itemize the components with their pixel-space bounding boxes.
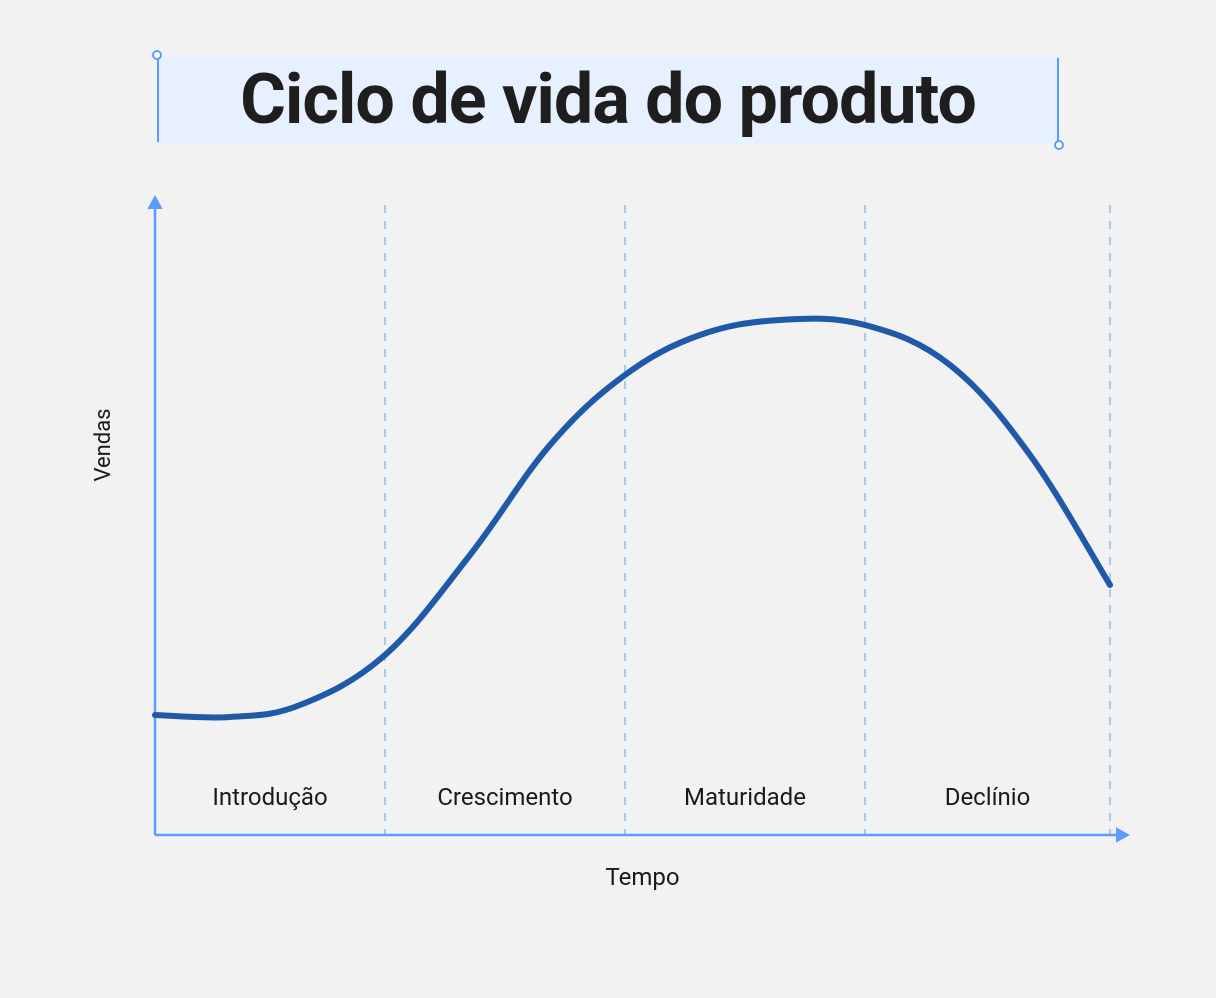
sales-curve xyxy=(155,319,1110,718)
arrow-right-icon xyxy=(1116,827,1130,842)
x-axis xyxy=(155,827,1130,842)
arrow-up-icon xyxy=(147,195,162,209)
phase-label: Declínio xyxy=(945,783,1031,811)
phase-label: Maturidade xyxy=(684,783,806,811)
x-axis-label: Tempo xyxy=(605,863,679,891)
phase-label: Crescimento xyxy=(437,783,572,811)
title-selection[interactable]: Ciclo de vida do produto xyxy=(158,50,1058,150)
canvas: Ciclo de vida do produto Introdução Cresc… xyxy=(0,0,1216,998)
y-axis xyxy=(147,195,162,835)
chart-title[interactable]: Ciclo de vida do produto xyxy=(158,50,1058,150)
lifecycle-chart: IntroduçãoCrescimentoMaturidadeDeclínio … xyxy=(80,185,1140,905)
phase-label: Introdução xyxy=(212,783,327,811)
phase-labels: Introdução Crescimento Maturidade Declínio xyxy=(212,783,1030,811)
y-axis-label: Vendas xyxy=(91,408,116,481)
